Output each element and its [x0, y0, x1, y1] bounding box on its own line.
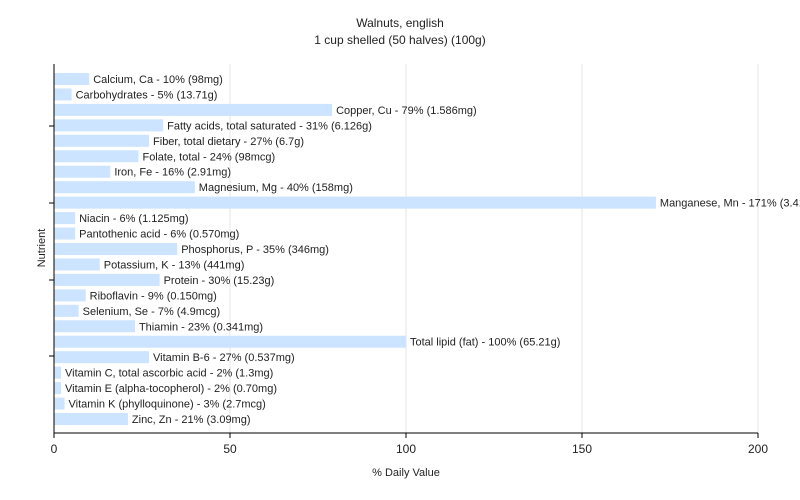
bar: [54, 320, 135, 333]
bar-label: Vitamin E (alpha-tocopherol) - 2% (0.70m…: [65, 383, 277, 395]
chart-subtitle: 1 cup shelled (50 halves) (100g): [314, 33, 485, 47]
bar-label: Fiber, total dietary - 27% (6.7g): [153, 136, 304, 148]
bar-label: Fatty acids, total saturated - 31% (6.12…: [167, 120, 372, 132]
bar: [54, 150, 139, 163]
bar: [54, 351, 150, 364]
x-tick-label: 0: [51, 442, 58, 456]
x-tick-label: 50: [223, 442, 237, 456]
bar-label: Calcium, Ca - 10% (98mg): [93, 74, 223, 86]
bar-label: Protein - 30% (15.23g): [164, 275, 275, 287]
x-tick-label: 200: [748, 442, 768, 456]
bar-label: Total lipid (fat) - 100% (65.21g): [410, 337, 560, 349]
bar-label: Niacin - 6% (1.125mg): [79, 213, 188, 225]
bar: [54, 289, 86, 302]
bar-label: Carbohydrates - 5% (13.71g): [76, 89, 218, 101]
bar: [54, 165, 111, 178]
bar: [54, 397, 65, 410]
bar-label: Magnesium, Mg - 40% (158mg): [199, 182, 353, 194]
grid-lines: [229, 64, 759, 433]
y-axis-title: Nutrient: [36, 229, 48, 268]
bar-label: Pantothenic acid - 6% (0.570mg): [79, 229, 239, 241]
bar-label: Folate, total - 24% (98mcg): [142, 151, 275, 163]
bar: [54, 413, 128, 425]
bar: [54, 304, 79, 317]
bar: [54, 119, 164, 132]
bar-label: Vitamin C, total ascorbic acid - 2% (1.3…: [65, 368, 273, 380]
bar-label: Potassium, K - 13% (441mg): [104, 259, 245, 271]
bar: [54, 366, 62, 379]
axes: 0 50 100 150 200: [49, 64, 768, 456]
chart-title: Walnuts, english: [356, 16, 444, 30]
bar: [54, 181, 195, 194]
bar: [54, 212, 76, 225]
bar: [54, 227, 76, 240]
bar: [54, 196, 656, 209]
bars: Calcium, Ca - 10% (98mg) Carbohydrates - …: [54, 73, 800, 426]
bar-label: Iron, Fe - 16% (2.91mg): [114, 167, 231, 179]
bar: [54, 103, 333, 116]
bar-label: Copper, Cu - 79% (1.586mg): [336, 105, 477, 117]
x-tick-label: 150: [572, 442, 592, 456]
bar-label: Thiamin - 23% (0.341mg): [139, 321, 263, 333]
bar: [54, 88, 72, 101]
bar: [54, 258, 100, 271]
bar: [54, 134, 150, 147]
bar: [54, 335, 406, 348]
bar: [54, 243, 178, 255]
bar-label: Selenium, Se - 7% (4.9mcg): [83, 306, 221, 318]
bar: [54, 73, 90, 85]
x-tick-label: 100: [396, 442, 416, 456]
bar-label: Vitamin B-6 - 27% (0.537mg): [153, 352, 295, 364]
bar: [54, 382, 62, 395]
bar-label: Phosphorus, P - 35% (346mg): [181, 244, 329, 256]
x-axis-title: % Daily Value: [372, 467, 440, 479]
bar-label: Manganese, Mn - 171% (3.414mg): [660, 198, 800, 210]
bar-label: Riboflavin - 9% (0.150mg): [90, 290, 217, 302]
bar: [54, 273, 160, 286]
bar-label: Vitamin K (phylloquinone) - 3% (2.7mcg): [69, 399, 266, 411]
bar-label: Zinc, Zn - 21% (3.09mg): [132, 414, 251, 426]
